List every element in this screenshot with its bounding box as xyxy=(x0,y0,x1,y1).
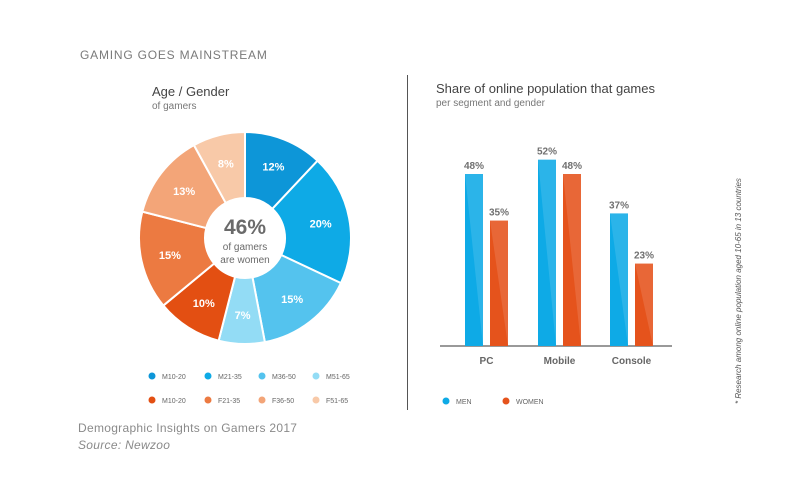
legend-label-4: M10-20 xyxy=(162,398,186,405)
bar-shade-0-0 xyxy=(465,174,483,346)
footer-source: Source: Newzoo xyxy=(78,438,171,452)
bar-value-label-1-1: 48% xyxy=(562,161,582,172)
donut-slice-1 xyxy=(270,159,352,285)
bar-shade-0-1 xyxy=(538,159,556,346)
bar-men-1 xyxy=(538,159,556,346)
footer-title: Demographic Insights on Gamers 2017 xyxy=(78,421,298,435)
bar-value-label-1-0: 35% xyxy=(489,208,509,219)
x-tick-label-0: PC xyxy=(480,356,494,367)
donut-slice-label-0: 12% xyxy=(262,161,284,173)
bar-shade-1-1 xyxy=(563,174,581,346)
legend-label-0: M10-20 xyxy=(162,374,186,381)
donut-chart-subtitle: of gamers xyxy=(152,101,197,112)
x-tick-label-2: Console xyxy=(612,356,652,367)
donut-slice-label-2: 15% xyxy=(281,294,303,306)
legend-swatch-5 xyxy=(204,396,212,404)
donut-slice-label-4: 10% xyxy=(193,298,215,310)
donut-slice-label-3: 7% xyxy=(235,310,251,322)
bar-chart-title: Share of online population that games xyxy=(436,81,655,96)
legend-swatch-3 xyxy=(312,372,320,380)
bar-legend-swatch-0 xyxy=(442,397,450,405)
legend-swatch-7 xyxy=(312,396,320,404)
donut-slice-label-5: 15% xyxy=(159,250,181,262)
donut-chart-title: Age / Gender xyxy=(152,84,230,99)
legend-label-7: F51-65 xyxy=(326,398,348,405)
bar-legend-label-0: MEN xyxy=(456,399,472,406)
donut-center-value: 46% xyxy=(224,216,266,239)
legend-label-2: M36-50 xyxy=(272,374,296,381)
legend-swatch-0 xyxy=(148,372,156,380)
bar-chart: 48% 35% PC 52% 48% Mobile 37% 23% Console MEN WOME… xyxy=(440,147,672,406)
section-divider xyxy=(407,75,408,410)
bar-value-label-0-1: 52% xyxy=(537,147,557,158)
legend-swatch-2 xyxy=(258,372,266,380)
x-tick-label-1: Mobile xyxy=(544,356,576,367)
bar-value-label-0-2: 37% xyxy=(609,200,629,211)
bar-shade-1-0 xyxy=(490,220,508,346)
bar-shade-0-2 xyxy=(610,213,628,346)
donut-slice-label-1: 20% xyxy=(310,219,332,231)
bar-value-label-1-2: 23% xyxy=(634,251,654,262)
bar-legend-swatch-1 xyxy=(502,397,510,405)
legend-swatch-6 xyxy=(258,396,266,404)
bar-chart-subtitle: per segment and gender xyxy=(436,98,545,109)
legend-label-5: F21-35 xyxy=(218,398,240,405)
legend-label-3: M51-65 xyxy=(326,374,350,381)
bar-shade-1-2 xyxy=(635,263,653,346)
legend-label-1: M21-35 xyxy=(218,374,242,381)
bar-women-2 xyxy=(635,263,653,346)
donut-slice-label-6: 13% xyxy=(173,186,195,198)
bar-women-1 xyxy=(563,174,581,346)
footnote-note: * Research among online population aged … xyxy=(734,178,743,404)
bar-legend-label-1: WOMEN xyxy=(516,399,544,406)
donut-center-line2: are women xyxy=(220,255,269,266)
page-header: GAMING GOES MAINSTREAM xyxy=(80,48,268,62)
donut-chart: 12% 20% 15% 7% 10% 15% 13% 8% 46% of gamers are wo… xyxy=(138,130,352,405)
legend-swatch-1 xyxy=(204,372,212,380)
bar-women-0 xyxy=(490,220,508,346)
donut-slice-7 xyxy=(192,130,246,205)
legend-label-6: F36-50 xyxy=(272,398,294,405)
donut-center-line1: of gamers xyxy=(223,242,267,253)
bar-men-0 xyxy=(465,174,483,346)
bar-men-2 xyxy=(610,213,628,346)
bar-value-label-0-0: 48% xyxy=(464,161,484,172)
donut-slice-label-7: 8% xyxy=(218,158,234,170)
legend-swatch-4 xyxy=(148,396,156,404)
